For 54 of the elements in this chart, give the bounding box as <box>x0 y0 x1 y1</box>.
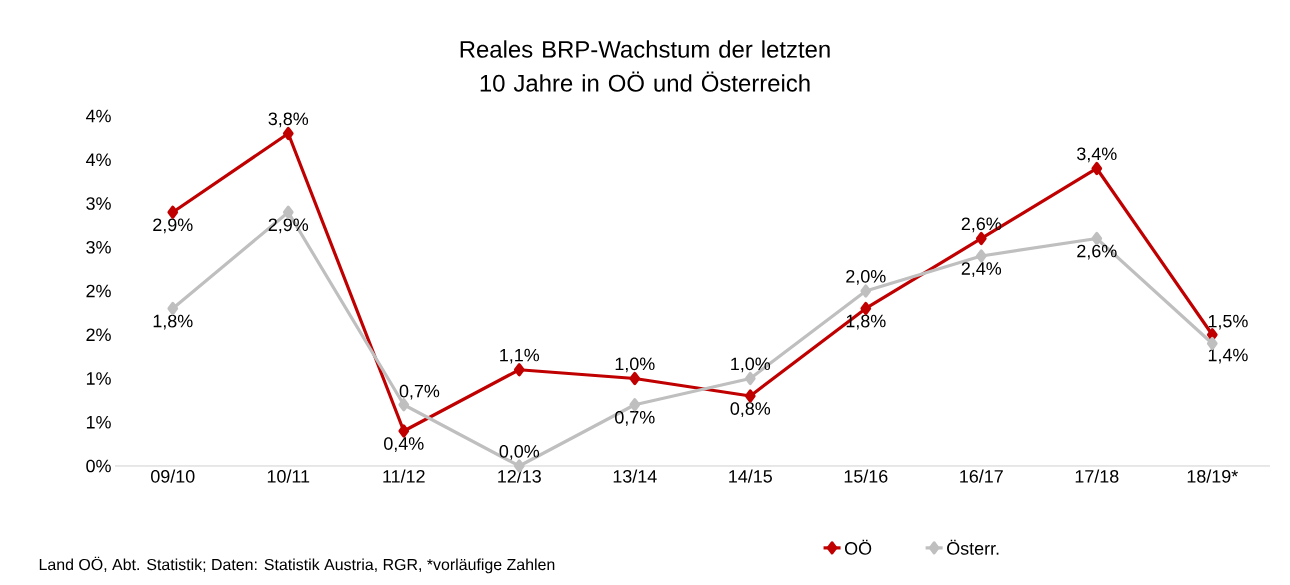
point <box>975 231 987 246</box>
point <box>167 205 179 219</box>
data-label: 0,4% <box>384 437 424 452</box>
data-label: 1,5% <box>1208 314 1248 330</box>
x-tick-label: 13/14 <box>613 469 657 483</box>
data-label: 0,8% <box>730 402 771 417</box>
x-tick-label: 18/19* <box>1187 469 1238 483</box>
data-label: 3,8% <box>268 112 309 128</box>
y-tick-label: 2% <box>86 284 111 298</box>
x-tick-label: 09/10 <box>151 469 195 483</box>
point <box>282 126 294 141</box>
legend-label: Österr. <box>947 539 999 555</box>
point <box>513 363 525 377</box>
data-label: 2,4% <box>961 262 1002 277</box>
y-tick-label: 3% <box>86 197 111 210</box>
data-label: 1,8% <box>846 314 886 330</box>
legend-label: OÖ <box>844 539 872 555</box>
data-label: 1,0% <box>731 357 771 373</box>
point <box>860 284 872 298</box>
data-label: 2,6% <box>961 217 1002 233</box>
data-label: 1,8% <box>153 314 193 330</box>
point <box>398 424 410 438</box>
point <box>282 205 294 219</box>
point <box>629 398 641 412</box>
y-tick-label: 3% <box>86 240 111 254</box>
data-label: 3,4% <box>1077 147 1117 163</box>
point <box>744 371 756 386</box>
text: Land OÖ, Abt. Statistik; Daten: Statistik Austria, RGR, *vorläufige Zahlen <box>39 556 555 574</box>
point <box>975 249 987 263</box>
y-tick-label: 0% <box>86 459 111 473</box>
x-tick-label: 16/17 <box>960 469 1003 483</box>
data-label: 2,6% <box>1077 244 1117 260</box>
point <box>744 389 756 403</box>
data-label: 2,9% <box>268 218 309 234</box>
y-tick-label: 4% <box>85 153 111 167</box>
x-tick-label: 12/13 <box>498 469 541 483</box>
data-label: 0,0% <box>499 444 540 460</box>
x-tick-label: 11/12 <box>383 469 425 483</box>
data-label: 1,0% <box>615 357 655 373</box>
data-label: 1,4% <box>1208 348 1248 364</box>
x-tick-label: 15/16 <box>844 469 888 483</box>
x-tick-label: 17/18 <box>1075 469 1119 483</box>
y-tick-label: 1% <box>86 415 111 429</box>
x-tick-label: 14/15 <box>729 469 772 483</box>
data-label: 2,0% <box>846 269 886 285</box>
data-label: 0,7% <box>615 410 655 426</box>
x-tick-label: 10/11 <box>267 469 310 483</box>
data-label: 1,1% <box>500 348 540 364</box>
chart-title: Reales BRP-Wachstum der letzten 10 Jahre in OÖ und Österreich <box>460 40 830 92</box>
y-tick-label: 2% <box>86 328 111 342</box>
y-tick-label: 4% <box>85 109 111 123</box>
y-tick-label: 1% <box>86 372 111 385</box>
data-label: 2,9% <box>153 218 193 234</box>
data-label: 0,7% <box>399 384 440 400</box>
